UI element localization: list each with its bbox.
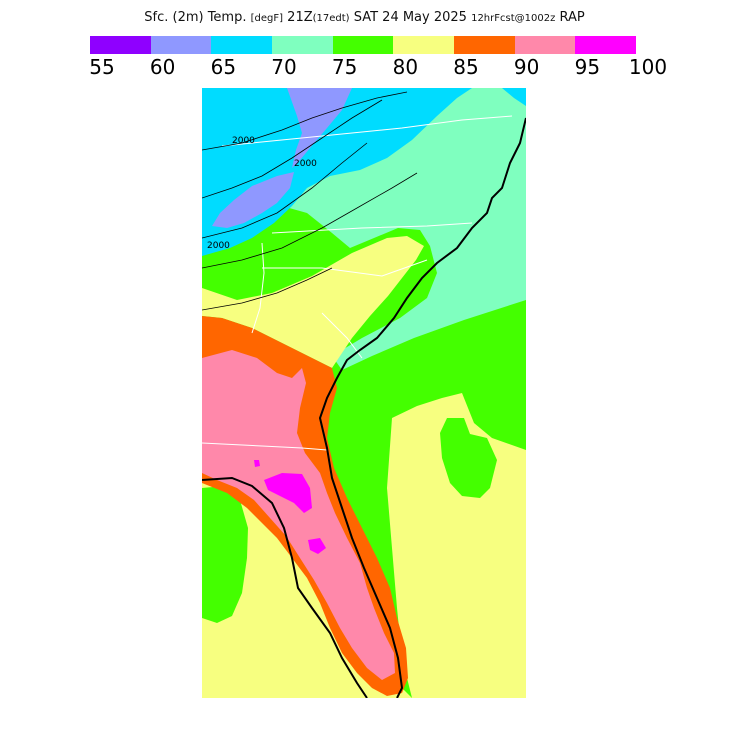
title-model: RAP bbox=[559, 10, 585, 25]
colorbar-tick-70: 70 bbox=[271, 55, 297, 79]
height-contours bbox=[201, 91, 418, 311]
colorbar-tick-85: 85 bbox=[453, 55, 479, 79]
fill-60-65-a bbox=[287, 88, 352, 168]
colorbar-tick-95: 95 bbox=[574, 55, 601, 79]
colorbar-segment-0 bbox=[90, 36, 151, 54]
colorbar-segment-3 bbox=[272, 36, 333, 54]
fill-95-100-c bbox=[254, 460, 260, 467]
colorbar-tick-80: 80 bbox=[392, 55, 419, 79]
title-local-time: (17edt) bbox=[312, 13, 350, 24]
fill-60-65-b bbox=[212, 172, 294, 228]
colorbar-tick-55: 55 bbox=[89, 55, 115, 79]
colorbar-segment-5 bbox=[393, 36, 455, 54]
contour-label-1: 2000 bbox=[232, 136, 255, 146]
gulf-coastline bbox=[201, 476, 368, 699]
fill-95-100-b bbox=[308, 538, 326, 554]
title-forecast: 12hrFcst@1002z bbox=[471, 13, 556, 24]
colorbar-tick-65: 65 bbox=[210, 55, 237, 79]
contour-label-3: 2000 bbox=[207, 241, 230, 251]
fill-80-85-piedmont bbox=[202, 236, 424, 368]
fill-65-70 bbox=[202, 88, 472, 256]
colorbar-tick-labels: 55 60 65 70 75 80 85 90 95 100 bbox=[0, 56, 729, 82]
colorbar-segment-1 bbox=[150, 36, 212, 54]
map-title: Sfc. (2m) Temp. [degF] 21Z(17edt) SAT 24… bbox=[0, 10, 729, 25]
colorbar-tick-90: 90 bbox=[513, 55, 540, 79]
colorbar-tick-60: 60 bbox=[149, 55, 176, 79]
temperature-colorbar bbox=[90, 36, 637, 54]
fill-95-100-a bbox=[264, 473, 312, 513]
title-units: [degF] bbox=[250, 13, 284, 24]
fill-75-80-gulf bbox=[202, 486, 248, 623]
title-valid-time: 21Z bbox=[287, 10, 313, 25]
colorbar-segment-7 bbox=[514, 36, 576, 54]
fill-90-95 bbox=[202, 350, 395, 680]
fill-80-85-south bbox=[202, 393, 526, 698]
colorbar-segment-8 bbox=[575, 36, 637, 54]
title-date: SAT 24 May 2025 bbox=[353, 10, 467, 25]
coastline bbox=[318, 117, 527, 699]
colorbar-segment-6 bbox=[454, 36, 515, 54]
colorbar-segment-4 bbox=[332, 36, 394, 54]
colorbar-tick-100: 100 bbox=[628, 55, 668, 79]
title-field: Sfc. (2m) Temp. bbox=[144, 10, 247, 25]
contour-label-2: 2000 bbox=[294, 159, 317, 169]
colorbar-tick-75: 75 bbox=[331, 55, 358, 79]
fill-65-70-ne bbox=[502, 88, 526, 106]
fill-75-80-offshore bbox=[440, 418, 497, 498]
map-canvas: 2000 2000 2000 bbox=[201, 88, 527, 699]
temperature-map: 2000 2000 2000 bbox=[201, 88, 527, 699]
colorbar-segment-2 bbox=[211, 36, 273, 54]
